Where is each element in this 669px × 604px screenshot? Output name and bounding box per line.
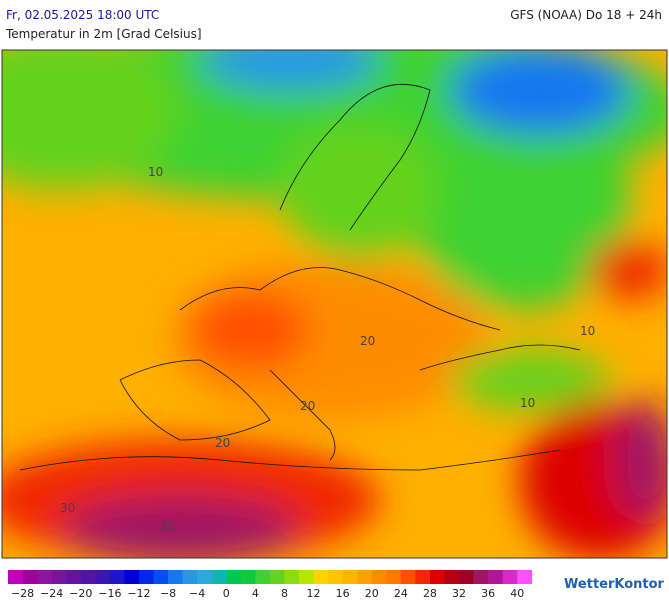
legend-swatch bbox=[342, 570, 358, 584]
legend-swatch bbox=[109, 570, 125, 584]
legend-swatch bbox=[386, 570, 402, 584]
legend-swatch bbox=[51, 570, 67, 584]
legend-label: 8 bbox=[281, 587, 288, 600]
legend-label: 0 bbox=[223, 587, 230, 600]
coastlines bbox=[19, 83, 581, 471]
legend-label: 36 bbox=[481, 587, 495, 600]
legend-swatch bbox=[182, 570, 198, 584]
legend-swatch bbox=[37, 570, 52, 584]
legend-label: 20 bbox=[365, 587, 379, 600]
legend-swatch bbox=[444, 570, 460, 584]
legend-swatch bbox=[269, 570, 285, 584]
legend-swatch bbox=[95, 570, 111, 584]
contour-label: 10 bbox=[580, 324, 595, 338]
legend-swatch bbox=[473, 570, 489, 584]
contour-label: 20 bbox=[300, 399, 315, 413]
model-run: GFS (NOAA) Do 18 + 24h bbox=[510, 8, 662, 22]
legend-swatch bbox=[313, 570, 329, 584]
legend-swatch bbox=[80, 570, 96, 584]
legend-label: 4 bbox=[252, 587, 259, 600]
legend-swatch bbox=[459, 570, 474, 584]
contour-label: 10 bbox=[520, 396, 535, 410]
legend-swatch bbox=[66, 570, 82, 584]
brand: WetterKontor bbox=[564, 577, 665, 592]
contour-labels: 10 10 10 20 20 20 30 30 bbox=[60, 165, 595, 533]
legend-swatch bbox=[22, 570, 38, 584]
legend-swatch bbox=[153, 570, 169, 584]
legend-label: 40 bbox=[510, 587, 524, 600]
legend-swatch bbox=[255, 570, 271, 584]
legend-label: 16 bbox=[336, 587, 350, 600]
legend-swatch bbox=[138, 570, 154, 584]
legend-swatch bbox=[400, 570, 416, 584]
legend-swatch bbox=[168, 570, 183, 584]
legend-swatch bbox=[299, 570, 314, 584]
legend-label: 32 bbox=[452, 587, 466, 600]
legend-label: −12 bbox=[127, 587, 150, 600]
contour-label: 30 bbox=[60, 501, 75, 515]
legend-label: 12 bbox=[307, 587, 321, 600]
run-time: Fr, 02.05.2025 18:00 UTC bbox=[6, 8, 159, 22]
legend-label: 24 bbox=[394, 587, 408, 600]
legend-label: −4 bbox=[189, 587, 205, 600]
contour-label: 30 bbox=[160, 519, 175, 533]
legend-swatch bbox=[240, 570, 256, 584]
legend-swatch bbox=[415, 570, 431, 584]
color-legend: −28 −24 −20 −16 −12 −8 −4 0 4 8 12 16 20 24 28 32 36 40 bbox=[8, 570, 533, 600]
legend-label: −24 bbox=[40, 587, 63, 600]
legend-swatch bbox=[517, 570, 533, 584]
contour-label: 20 bbox=[360, 334, 375, 348]
legend-swatch bbox=[328, 570, 343, 584]
legend-swatch bbox=[197, 570, 212, 584]
contour-label: 10 bbox=[148, 165, 163, 179]
legend-swatch bbox=[488, 570, 503, 584]
temperature-field: 10 10 10 20 20 20 30 30 bbox=[2, 50, 667, 558]
legend-label: −8 bbox=[160, 587, 176, 600]
map-frame bbox=[1, 49, 668, 559]
legend-swatch bbox=[226, 570, 242, 584]
legend-swatch bbox=[429, 570, 445, 584]
legend-swatch bbox=[284, 570, 300, 584]
legend-swatch bbox=[211, 570, 227, 584]
legend-label: 28 bbox=[423, 587, 437, 600]
legend-swatch bbox=[371, 570, 387, 584]
legend-label: −28 bbox=[11, 587, 34, 600]
contour-label: 20 bbox=[215, 436, 230, 450]
legend-swatch bbox=[502, 570, 518, 584]
legend-label: −20 bbox=[69, 587, 92, 600]
legend-swatch bbox=[8, 570, 23, 584]
legend-swatch bbox=[357, 570, 373, 584]
subtitle: Temperatur in 2m [Grad Celsius] bbox=[5, 27, 202, 41]
legend-label: −16 bbox=[98, 587, 121, 600]
legend-swatch bbox=[124, 570, 140, 584]
